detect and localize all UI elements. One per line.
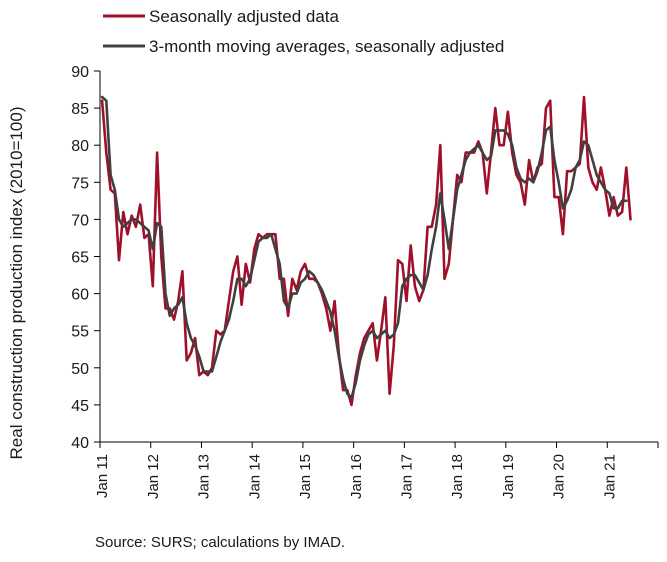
x-axis-ticks: Jan 11 Jan 12 Jan 13 Jan 14 Jan 15 Jan 16 Jan … [94,442,659,499]
legend-label-seasonally-adjusted: Seasonally adjusted data [149,7,340,26]
x-tick-label: Jan 15 [297,454,314,499]
y-tick-label: 90 [71,64,89,81]
x-tick-label: Jan 20 [551,454,568,499]
y-tick-label: 45 [71,398,89,415]
x-tick-label: Jan 21 [601,454,618,499]
x-tick-label: Jan 12 [145,454,162,499]
source-note: Source: SURS; calculations by IMAD. [95,534,346,551]
y-axis-ticks: 40 45 50 55 60 65 70 75 80 85 90 [71,64,100,452]
x-tick-label: Jan 18 [449,454,466,499]
x-tick-label: Jan 13 [196,454,213,499]
y-tick-label: 85 [71,101,89,118]
x-tick-label: Jan 17 [399,454,416,499]
y-tick-label: 60 [71,287,89,304]
y-tick-label: 55 [71,324,89,341]
series-lines [100,95,632,407]
y-tick-label: 70 [71,212,89,229]
chart-legend: Seasonally adjusted data 3-month moving … [103,7,504,56]
y-axis-title: Real construction production index (2010… [7,107,26,460]
y-tick-label: 80 [71,138,89,155]
y-tick-label: 75 [71,175,89,192]
legend-label-moving-average: 3-month moving averages, seasonally adju… [149,37,504,56]
x-tick-label: Jan 11 [94,454,111,498]
y-tick-label: 40 [71,435,89,452]
series-line-moving-average [100,95,628,399]
x-tick-label: Jan 19 [500,454,517,499]
y-tick-label: 50 [71,361,89,378]
x-tick-label: Jan 14 [246,454,263,499]
axes [99,71,658,443]
y-tick-label: 65 [71,250,89,267]
x-tick-label: Jan 16 [348,454,365,499]
